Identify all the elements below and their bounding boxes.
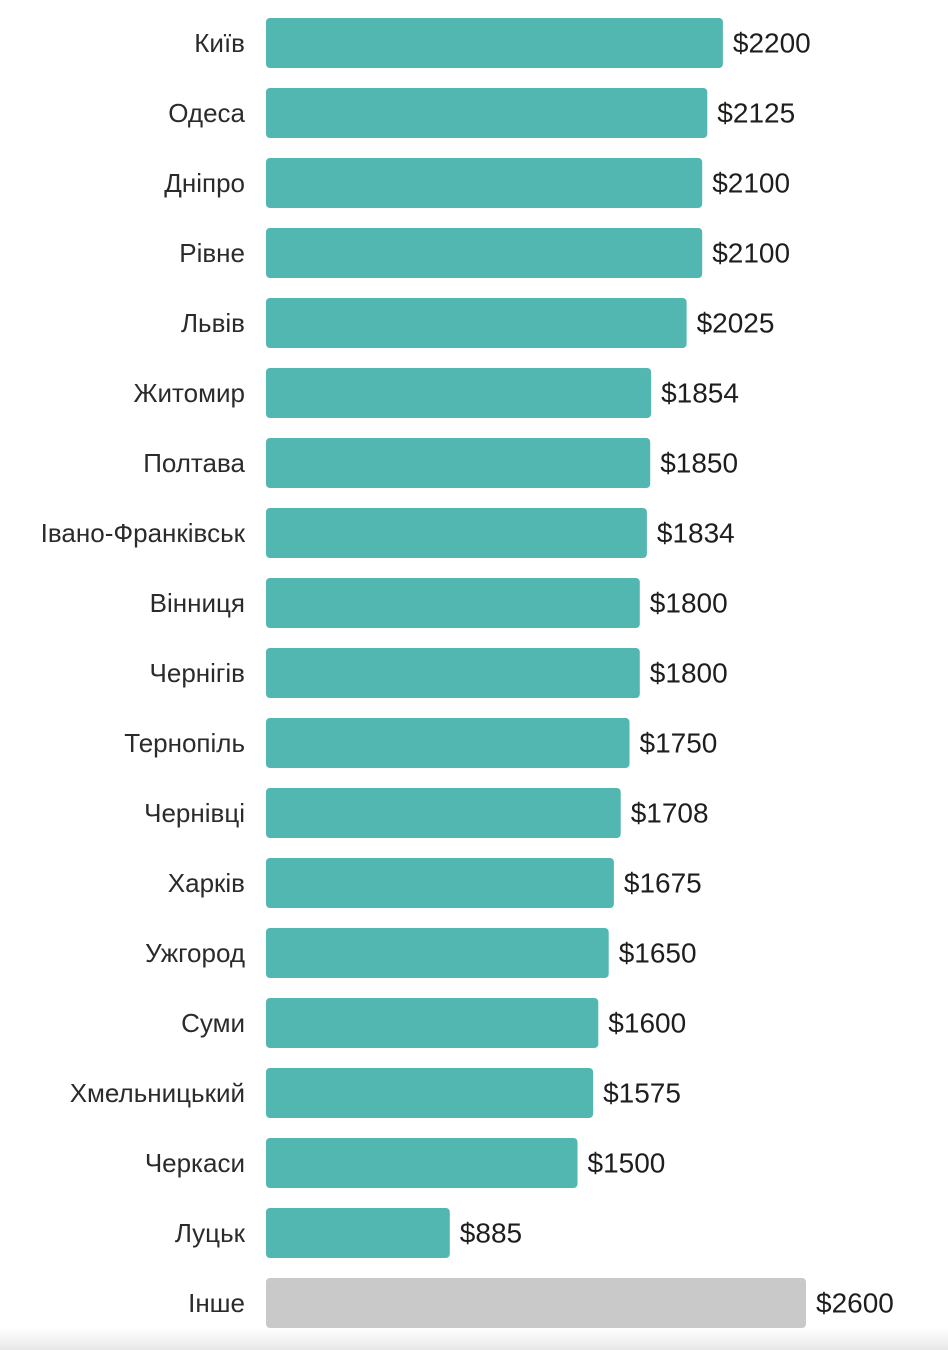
value-label-14: $1600: [608, 1008, 686, 1039]
value-labels-group: $2200 $2125 $2100 $2100 $2025 $1854 $1850 $1834…: [460, 28, 894, 1319]
bar-13: [266, 928, 609, 978]
bar-0: [266, 18, 723, 68]
category-label-13: Ужгород: [145, 938, 245, 968]
bar-11: [266, 788, 621, 838]
bar-16: [266, 1138, 578, 1188]
value-label-10: $1750: [640, 728, 718, 759]
category-label-11: Чернівці: [144, 798, 245, 828]
value-label-9: $1800: [650, 658, 728, 689]
category-label-7: Івано-Франківськ: [41, 518, 246, 548]
category-label-10: Тернопіль: [124, 728, 245, 758]
value-label-0: $2200: [733, 28, 811, 59]
category-labels-group: Київ Одеса Дніпро Рівне Львів Житомир Полтава І…: [41, 28, 246, 1318]
value-label-17: $885: [460, 1218, 522, 1249]
bar-5: [266, 368, 652, 418]
bar-7: [266, 508, 647, 558]
value-label-2: $2100: [712, 168, 790, 199]
category-label-14: Суми: [181, 1008, 245, 1038]
value-label-13: $1650: [619, 938, 697, 969]
category-label-9: Чернігів: [150, 658, 245, 688]
bar-18: [266, 1278, 806, 1328]
value-label-11: $1708: [631, 798, 709, 829]
value-label-15: $1575: [603, 1078, 681, 1109]
value-label-16: $1500: [588, 1148, 666, 1179]
category-label-2: Дніпро: [164, 168, 245, 198]
category-label-8: Вінниця: [150, 588, 245, 618]
bar-1: [266, 88, 708, 138]
value-label-8: $1800: [650, 588, 728, 619]
value-label-5: $1854: [661, 378, 739, 409]
bar-3: [266, 228, 703, 278]
bar-15: [266, 1068, 594, 1118]
category-label-4: Львів: [181, 308, 245, 338]
bottom-edge-shadow: [0, 1328, 948, 1350]
value-label-3: $2100: [712, 238, 790, 269]
value-label-6: $1850: [660, 448, 738, 479]
value-label-12: $1675: [624, 868, 702, 899]
bar-17: [266, 1208, 450, 1258]
category-label-1: Одеса: [168, 98, 245, 128]
bar-14: [266, 998, 599, 1048]
category-label-18: Інше: [188, 1288, 245, 1318]
bar-6: [266, 438, 651, 488]
category-label-3: Рівне: [179, 238, 245, 268]
bar-4: [266, 298, 687, 348]
category-label-0: Київ: [194, 28, 245, 58]
category-label-17: Луцьк: [175, 1218, 246, 1248]
value-label-1: $2125: [717, 98, 795, 129]
category-label-5: Житомир: [134, 378, 245, 408]
value-label-18: $2600: [816, 1288, 894, 1319]
bar-8: [266, 578, 640, 628]
category-label-12: Харків: [168, 868, 245, 898]
category-label-6: Полтава: [143, 448, 245, 478]
category-label-16: Черкаси: [145, 1148, 245, 1178]
value-label-7: $1834: [657, 518, 735, 549]
bar-9: [266, 648, 640, 698]
category-label-15: Хмельницький: [70, 1078, 245, 1108]
value-label-4: $2025: [697, 308, 775, 339]
bars-group: [266, 18, 806, 1328]
bar-12: [266, 858, 614, 908]
bar-2: [266, 158, 703, 208]
bar-10: [266, 718, 630, 768]
